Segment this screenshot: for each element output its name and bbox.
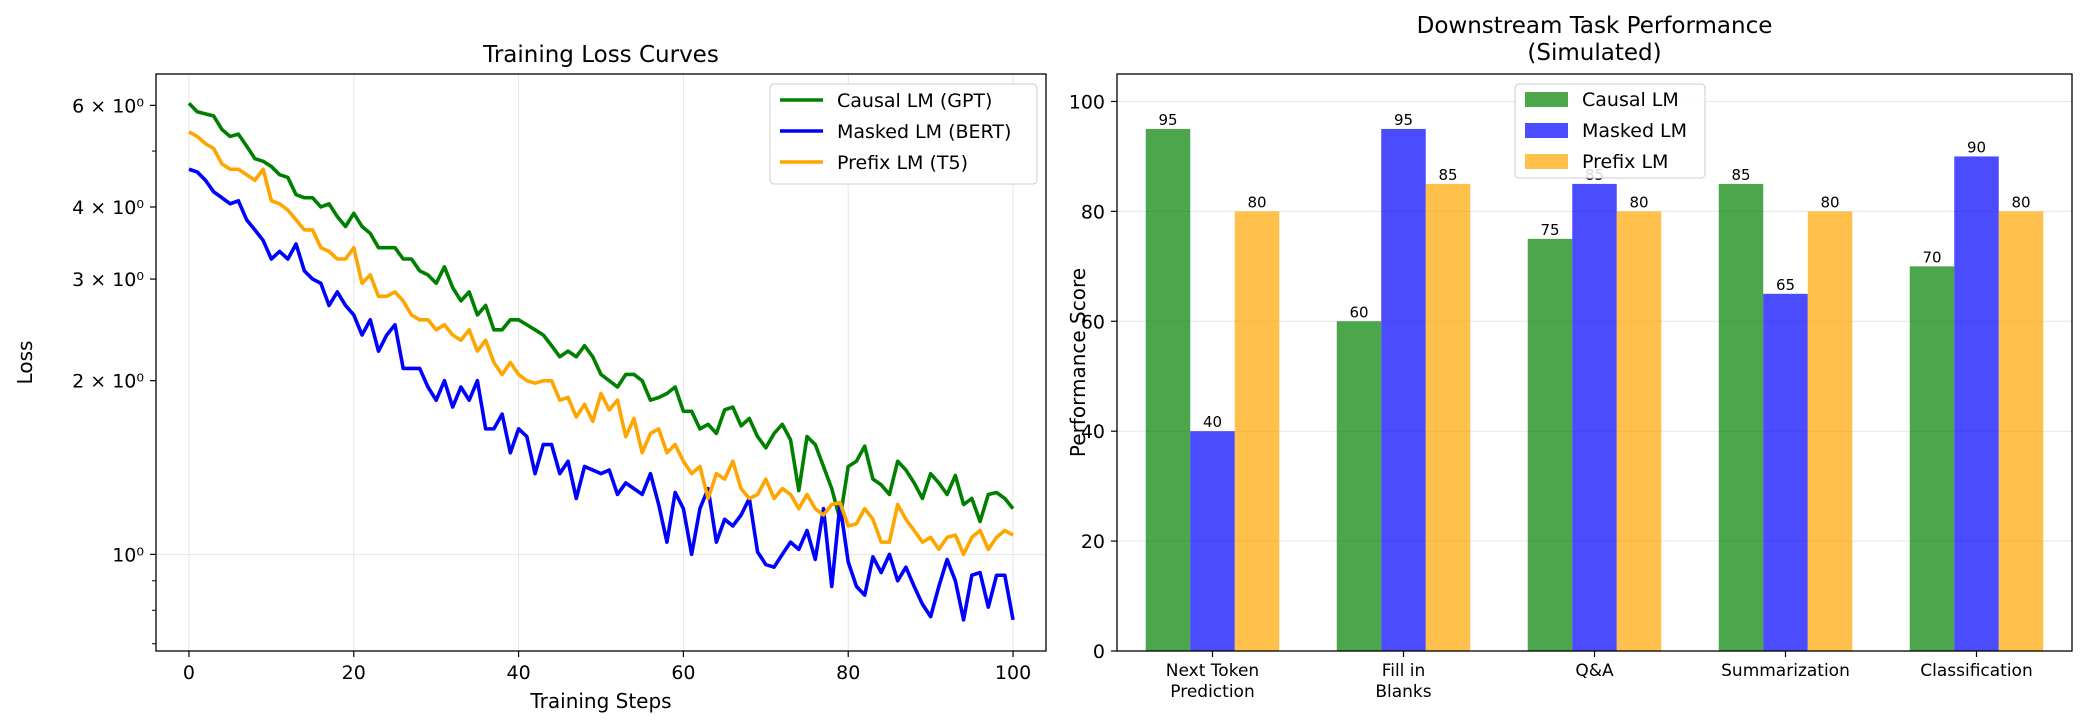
x-tick-label: 60 [671, 662, 695, 684]
legend-entry: Prefix LM (T5) [837, 152, 968, 174]
downstream-performance-chart: 9540806095857585808565807090800204060801… [1066, 13, 2073, 702]
bar-value-label: 70 [1922, 248, 1941, 266]
chart-title-line: (Simulated) [1527, 40, 1661, 66]
y-tick-label: 60 [1081, 311, 1105, 333]
bar-2-1 [1190, 431, 1235, 651]
x-category-label-line: Fill in [1382, 661, 1426, 681]
x-category-label: Fill in Blanks [1375, 661, 1431, 702]
legend-box [769, 83, 1038, 185]
y-tick-label: 10⁰ [112, 544, 144, 566]
x-category-label-line: Prediction [1170, 682, 1254, 702]
y-tick-label: 3 × 10⁰ [72, 269, 144, 291]
bar-value-label: 40 [1203, 413, 1222, 431]
bar-2-2 [1381, 128, 1426, 651]
bar-value-label: 85 [1438, 166, 1457, 184]
y-tick-label: 4 × 10⁰ [72, 197, 144, 219]
bar-1-2 [1336, 321, 1382, 651]
legend-entry: Causal LM (GPT) [837, 90, 992, 112]
bar-value-label: 95 [1394, 111, 1413, 129]
legend-entry: Prefix LM [1582, 151, 1668, 173]
x-category-label-line: Summarization [1721, 661, 1850, 681]
bar-3-5 [1998, 211, 2044, 651]
x-category-label-line: Q&A [1575, 661, 1614, 681]
bar-value-label: 80 [1247, 193, 1266, 211]
plot-frame [155, 73, 1047, 652]
x-category-label-line: Classification [1920, 661, 2032, 681]
x-tick-label: 100 [995, 662, 1031, 684]
training-loss-chart: 0 20 40 60 80 100 6 × 10⁰ 4 × 10⁰ 3 × 10⁰ 2 × 10⁰… [13, 42, 1047, 713]
series-line-3 [188, 130, 1014, 557]
y-tick-label: 100 [1069, 91, 1105, 113]
series-line-2 [188, 167, 1015, 622]
x-axis-label: Training Steps [529, 689, 671, 713]
y-tick-label: 40 [1081, 421, 1105, 443]
legend-swatch [1525, 154, 1568, 169]
bar-2-5 [1954, 156, 1999, 651]
bar-value-label: 85 [1731, 166, 1750, 184]
legend: Causal LM Masked LM Prefix LM [1514, 83, 1706, 179]
y-axis-label: Loss [13, 341, 37, 385]
chart-title: Downstream Task Performance (Simulated) [1417, 13, 1773, 66]
bar-value-label: 80 [1629, 193, 1648, 211]
legend-swatch [1525, 92, 1568, 107]
bar-3-2 [1425, 183, 1471, 651]
x-tick-label: 20 [342, 662, 366, 684]
y-tick-label: 2 × 10⁰ [72, 371, 144, 393]
bar-1-4 [1718, 183, 1764, 651]
bar-1-1 [1145, 128, 1191, 651]
series-line-1 [187, 102, 1015, 524]
bar-value-label: 90 [1967, 138, 1986, 156]
y-axis-label: Performance Score [1066, 268, 1090, 457]
x-tick-label: 80 [836, 662, 860, 684]
x-category-label-line: Blanks [1375, 682, 1431, 702]
bar-value-label: 80 [2011, 193, 2030, 211]
bar-value-label: 75 [1540, 221, 1559, 239]
bar-1-3 [1527, 238, 1573, 652]
x-category-label-line: Next Token [1166, 661, 1259, 681]
bar-2-3 [1572, 183, 1617, 651]
bar-value-label: 65 [1776, 276, 1795, 294]
y-tick-label: 6 × 10⁰ [72, 95, 144, 117]
x-tick-label: 0 [183, 662, 195, 684]
bar-1-5 [1909, 266, 1955, 651]
bar-3-1 [1234, 211, 1280, 651]
legend-entry: Masked LM (BERT) [837, 121, 1011, 143]
y-tick-label: 0 [1093, 641, 1105, 663]
legend-entry: Masked LM [1582, 120, 1687, 142]
bar-3-3 [1616, 211, 1662, 651]
x-category-label: Q&A [1575, 661, 1614, 681]
bar-value-label: 80 [1820, 193, 1839, 211]
bar-value-label: 60 [1349, 303, 1368, 321]
x-tick-label: 40 [506, 662, 530, 684]
x-category-label: Classification [1920, 661, 2032, 681]
legend-swatch [1525, 123, 1568, 138]
y-tick-label: 80 [1081, 201, 1105, 223]
chart-title: Training Loss Curves [482, 42, 719, 68]
legend: Causal LM (GPT) Masked LM (BERT) Prefix LM… [769, 83, 1038, 185]
y-tick-label: 20 [1081, 531, 1105, 553]
x-category-label: Summarization [1721, 661, 1850, 681]
x-category-label: Next Token Prediction [1166, 661, 1259, 702]
chart-title-line: Downstream Task Performance [1417, 13, 1773, 39]
bar-value-label: 95 [1158, 111, 1177, 129]
legend-entry: Causal LM [1582, 89, 1679, 111]
bar-3-4 [1807, 211, 1853, 651]
bar-2-4 [1763, 293, 1808, 651]
